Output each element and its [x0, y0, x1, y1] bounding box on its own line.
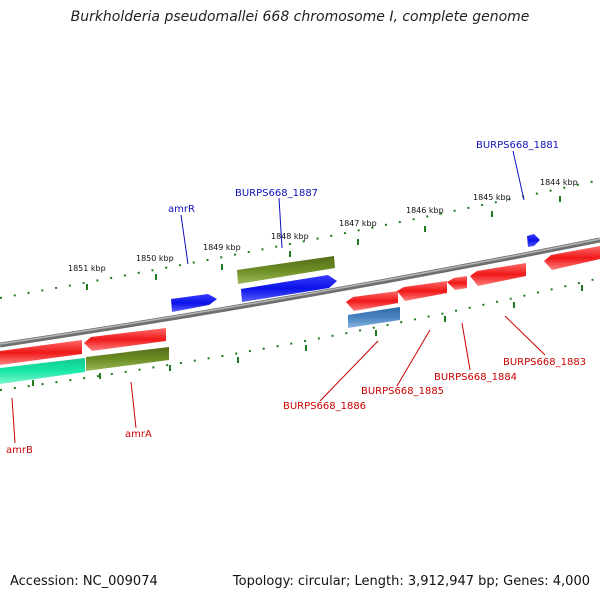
tick-label-1847: 1847 kbp	[339, 219, 377, 228]
gene-BURPS668_1886[interactable]	[346, 291, 398, 311]
label-BURPS668_1886: BURPS668_1886	[283, 401, 366, 412]
tick-label-1844: 1844 kbp	[540, 178, 578, 187]
topology-text: Topology: circular; Length: 3,912,947 bp…	[232, 574, 590, 589]
outer-tick-track	[0, 179, 600, 299]
gene-amrA[interactable]	[86, 347, 169, 371]
gene-steelblue[interactable]	[348, 307, 400, 328]
tick-label-1849: 1849 kbp	[203, 243, 241, 252]
gene-amrB[interactable]	[0, 358, 85, 384]
gene-BURPS668_1881[interactable]	[527, 234, 540, 247]
label-BURPS668_1887: BURPS668_1887	[235, 188, 318, 199]
gene-BURPS668_1885[interactable]	[397, 281, 447, 301]
label-connectors	[11, 150, 546, 444]
tick-label-1851: 1851 kbp	[68, 264, 106, 273]
label-BURPS668_1883: BURPS668_1883	[503, 357, 586, 368]
gene-amrB-red[interactable]	[0, 340, 82, 365]
accession-text: Accession: NC_009074	[10, 574, 158, 589]
gene-red-edge-right[interactable]	[544, 246, 600, 270]
tick-label-1846: 1846 kbp	[406, 206, 444, 215]
gene-BURPS668_1887[interactable]	[241, 275, 337, 302]
tick-label-1850: 1850 kbp	[136, 254, 174, 263]
label-BURPS668_1885: BURPS668_1885	[361, 386, 444, 397]
tick-label-1845: 1845 kbp	[473, 193, 511, 202]
gene-BURPS668_1884[interactable]	[447, 276, 467, 290]
map-title: Burkholderia pseudomallei 668 chromosome…	[70, 9, 530, 25]
label-amrR: amrR	[168, 204, 195, 215]
label-amrA: amrA	[125, 429, 152, 440]
inner-tick-track	[0, 277, 600, 391]
gene-amrR[interactable]	[171, 294, 217, 312]
label-BURPS668_1884: BURPS668_1884	[434, 372, 517, 383]
gene-BURPS668_1883[interactable]	[470, 263, 526, 286]
label-BURPS668_1881: BURPS668_1881	[476, 140, 559, 151]
label-amrB: amrB	[6, 445, 33, 456]
gene-amrA-red[interactable]	[84, 328, 166, 351]
gene-BURPS668_1887-olive[interactable]	[237, 256, 335, 284]
chromosome-backbone	[0, 237, 600, 348]
major-ticks	[32, 196, 583, 386]
tick-label-1848: 1848 kbp	[271, 232, 309, 241]
